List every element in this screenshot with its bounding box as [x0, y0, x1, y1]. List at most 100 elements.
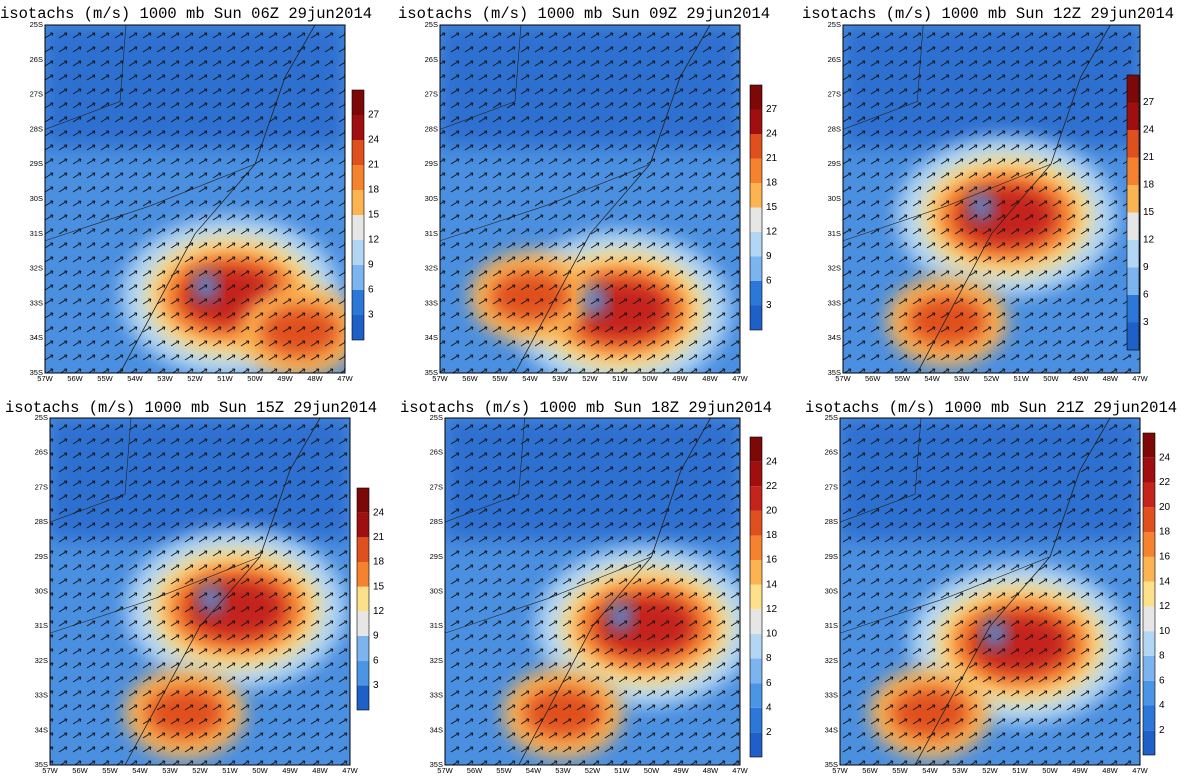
- lat-label: 29S: [825, 552, 838, 561]
- lat-label: 35S: [425, 368, 438, 377]
- colorbar-label: 12: [766, 227, 778, 238]
- lat-label: 28S: [430, 517, 443, 526]
- panel-title: isotachs (m/s) 1000 mb Sun 18Z 29jun2014: [400, 399, 772, 417]
- lon-label: 48W: [1102, 766, 1118, 775]
- lat-label: 29S: [425, 159, 438, 168]
- lon-label: 57W: [437, 766, 453, 775]
- colorbar-segment: [1143, 631, 1155, 656]
- colorbar-label: 15: [373, 581, 385, 592]
- lon-label: 50W: [642, 374, 658, 383]
- lon-label: 56W: [72, 766, 88, 775]
- lon-label: 56W: [862, 766, 878, 775]
- colorbar-label: 24: [1143, 125, 1155, 136]
- lat-label: 32S: [430, 656, 443, 665]
- colorbar-label: 10: [1159, 626, 1171, 637]
- colorbar-segment: [357, 512, 369, 538]
- colorbar-segment: [750, 85, 762, 110]
- colorbar-segment: [750, 183, 762, 208]
- colorbar-segment: [357, 537, 369, 562]
- lon-label: 54W: [522, 374, 538, 383]
- lon-label: 55W: [496, 766, 512, 775]
- lon-label: 52W: [192, 766, 208, 775]
- lon-label: 48W: [1103, 374, 1119, 383]
- lat-label: 35S: [35, 760, 48, 769]
- colorbar-segment: [750, 109, 762, 134]
- lat-label: 27S: [825, 482, 838, 491]
- colorbar-label: 27: [1143, 97, 1155, 108]
- lat-label: 28S: [35, 517, 48, 526]
- lon-label: 52W: [582, 374, 598, 383]
- colorbar-segment: [1143, 581, 1155, 607]
- lon-label: 50W: [1043, 374, 1059, 383]
- colorbar-label: 6: [368, 285, 374, 296]
- colorbar-label: 15: [368, 210, 380, 221]
- colorbar-segment: [750, 560, 762, 585]
- lon-label: 53W: [157, 374, 173, 383]
- lat-label: 34S: [430, 725, 443, 734]
- panel-title: isotachs (m/s) 1000 mb Sun 06Z 29jun2014: [0, 5, 372, 23]
- lon-label: 53W: [954, 374, 970, 383]
- map-panel: isotachs (m/s) 1000 mb Sun 18Z 29jun2014…: [400, 399, 778, 775]
- lat-label: 25S: [35, 413, 48, 422]
- colorbar-label: 3: [766, 300, 772, 311]
- lon-label: 47W: [337, 374, 353, 383]
- colorbar-segment: [1127, 212, 1139, 240]
- lat-label: 25S: [30, 20, 43, 29]
- lon-label: 50W: [247, 374, 263, 383]
- colorbar-segment: [1127, 295, 1139, 323]
- colorbar-label: 2: [766, 727, 772, 738]
- lat-label: 25S: [825, 413, 838, 422]
- map-panel: isotachs (m/s) 1000 mb Sun 12Z 29jun2014…: [802, 5, 1174, 383]
- lon-label: 56W: [67, 374, 83, 383]
- lat-label: 30S: [30, 194, 43, 203]
- colorbar-label: 22: [1159, 477, 1171, 488]
- colorbar-label: 27: [766, 104, 778, 115]
- lat-label: 29S: [828, 159, 841, 168]
- lat-label: 33S: [425, 298, 438, 307]
- map-panel: isotachs (m/s) 1000 mb Sun 06Z 29jun2014…: [0, 5, 380, 383]
- colorbar-segment: [357, 636, 369, 661]
- colorbar-label: 6: [1159, 675, 1165, 686]
- lat-label: 32S: [425, 264, 438, 273]
- map-panel: isotachs (m/s) 1000 mb Sun 15Z 29jun2014…: [5, 399, 385, 775]
- colorbar-segment: [750, 437, 762, 462]
- colorbar-segment: [1143, 655, 1155, 681]
- colorbar-label: 18: [368, 185, 380, 196]
- colorbar-segment: [750, 207, 762, 232]
- colorbar-segment: [750, 633, 762, 659]
- wind-field: [843, 25, 1140, 373]
- colorbar-label: 21: [766, 153, 778, 164]
- lon-label: 55W: [492, 374, 508, 383]
- colorbar-label: 18: [1159, 527, 1171, 538]
- colorbar-segment: [1127, 75, 1139, 103]
- map-frame: [839, 417, 1141, 766]
- colorbar-label: 9: [1143, 262, 1149, 273]
- lon-label: 56W: [865, 374, 881, 383]
- lat-label: 28S: [425, 124, 438, 133]
- colorbar-segment: [357, 685, 369, 710]
- lon-label: 51W: [217, 374, 233, 383]
- colorbar-segment: [352, 190, 364, 215]
- colorbar-segment: [750, 158, 762, 183]
- colorbar-label: 8: [766, 653, 772, 664]
- map-frame: [842, 24, 1141, 374]
- lon-label: 49W: [282, 766, 298, 775]
- colorbar-segment: [1127, 130, 1139, 158]
- colorbar-segment: [750, 535, 762, 561]
- colorbar-frame: [749, 436, 763, 758]
- colorbar-segment: [1143, 730, 1155, 755]
- colorbar-label: 18: [373, 557, 385, 568]
- lat-label: 34S: [828, 333, 841, 342]
- wind-field: [440, 25, 740, 373]
- lat-label: 30S: [828, 194, 841, 203]
- map-frame: [444, 417, 741, 766]
- lat-label: 28S: [828, 124, 841, 133]
- colorbar-segment: [1127, 102, 1139, 130]
- colorbar-label: 24: [766, 129, 778, 140]
- lat-label: 32S: [35, 656, 48, 665]
- colorbar-segment: [750, 305, 762, 330]
- lat-label: 26S: [430, 448, 443, 457]
- wind-vectors: [440, 25, 740, 373]
- lon-label: 57W: [832, 766, 848, 775]
- colorbar-segment: [750, 134, 762, 159]
